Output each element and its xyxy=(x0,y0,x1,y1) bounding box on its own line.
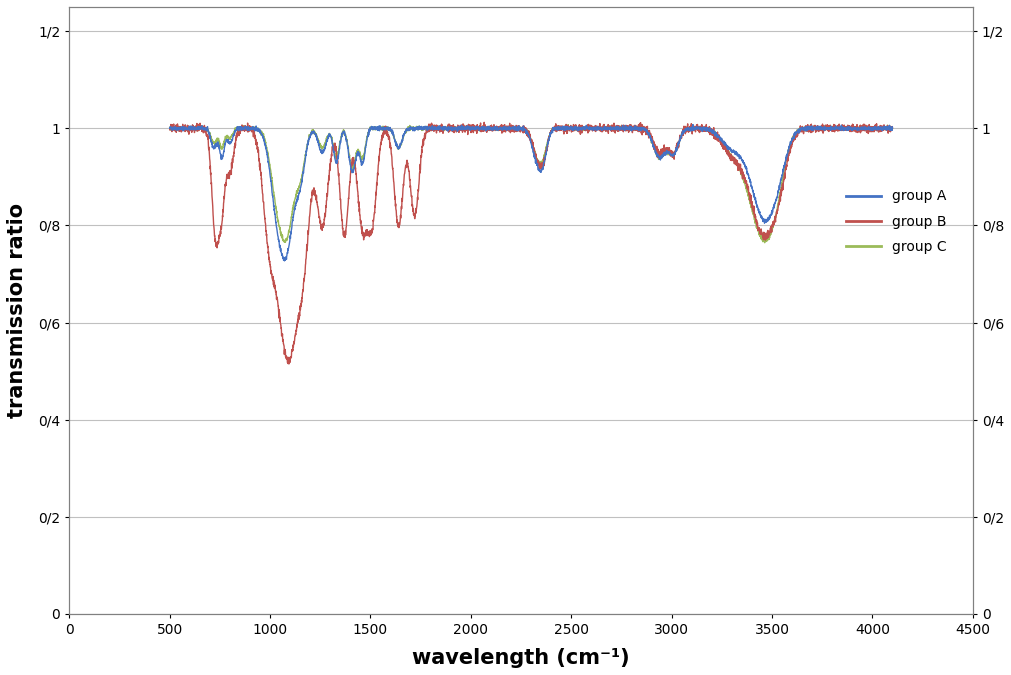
X-axis label: wavelength (cm⁻¹): wavelength (cm⁻¹) xyxy=(412,648,630,668)
Legend: group A, group B, group C: group A, group B, group C xyxy=(841,184,952,259)
Y-axis label: transmission ratio: transmission ratio xyxy=(7,203,27,418)
